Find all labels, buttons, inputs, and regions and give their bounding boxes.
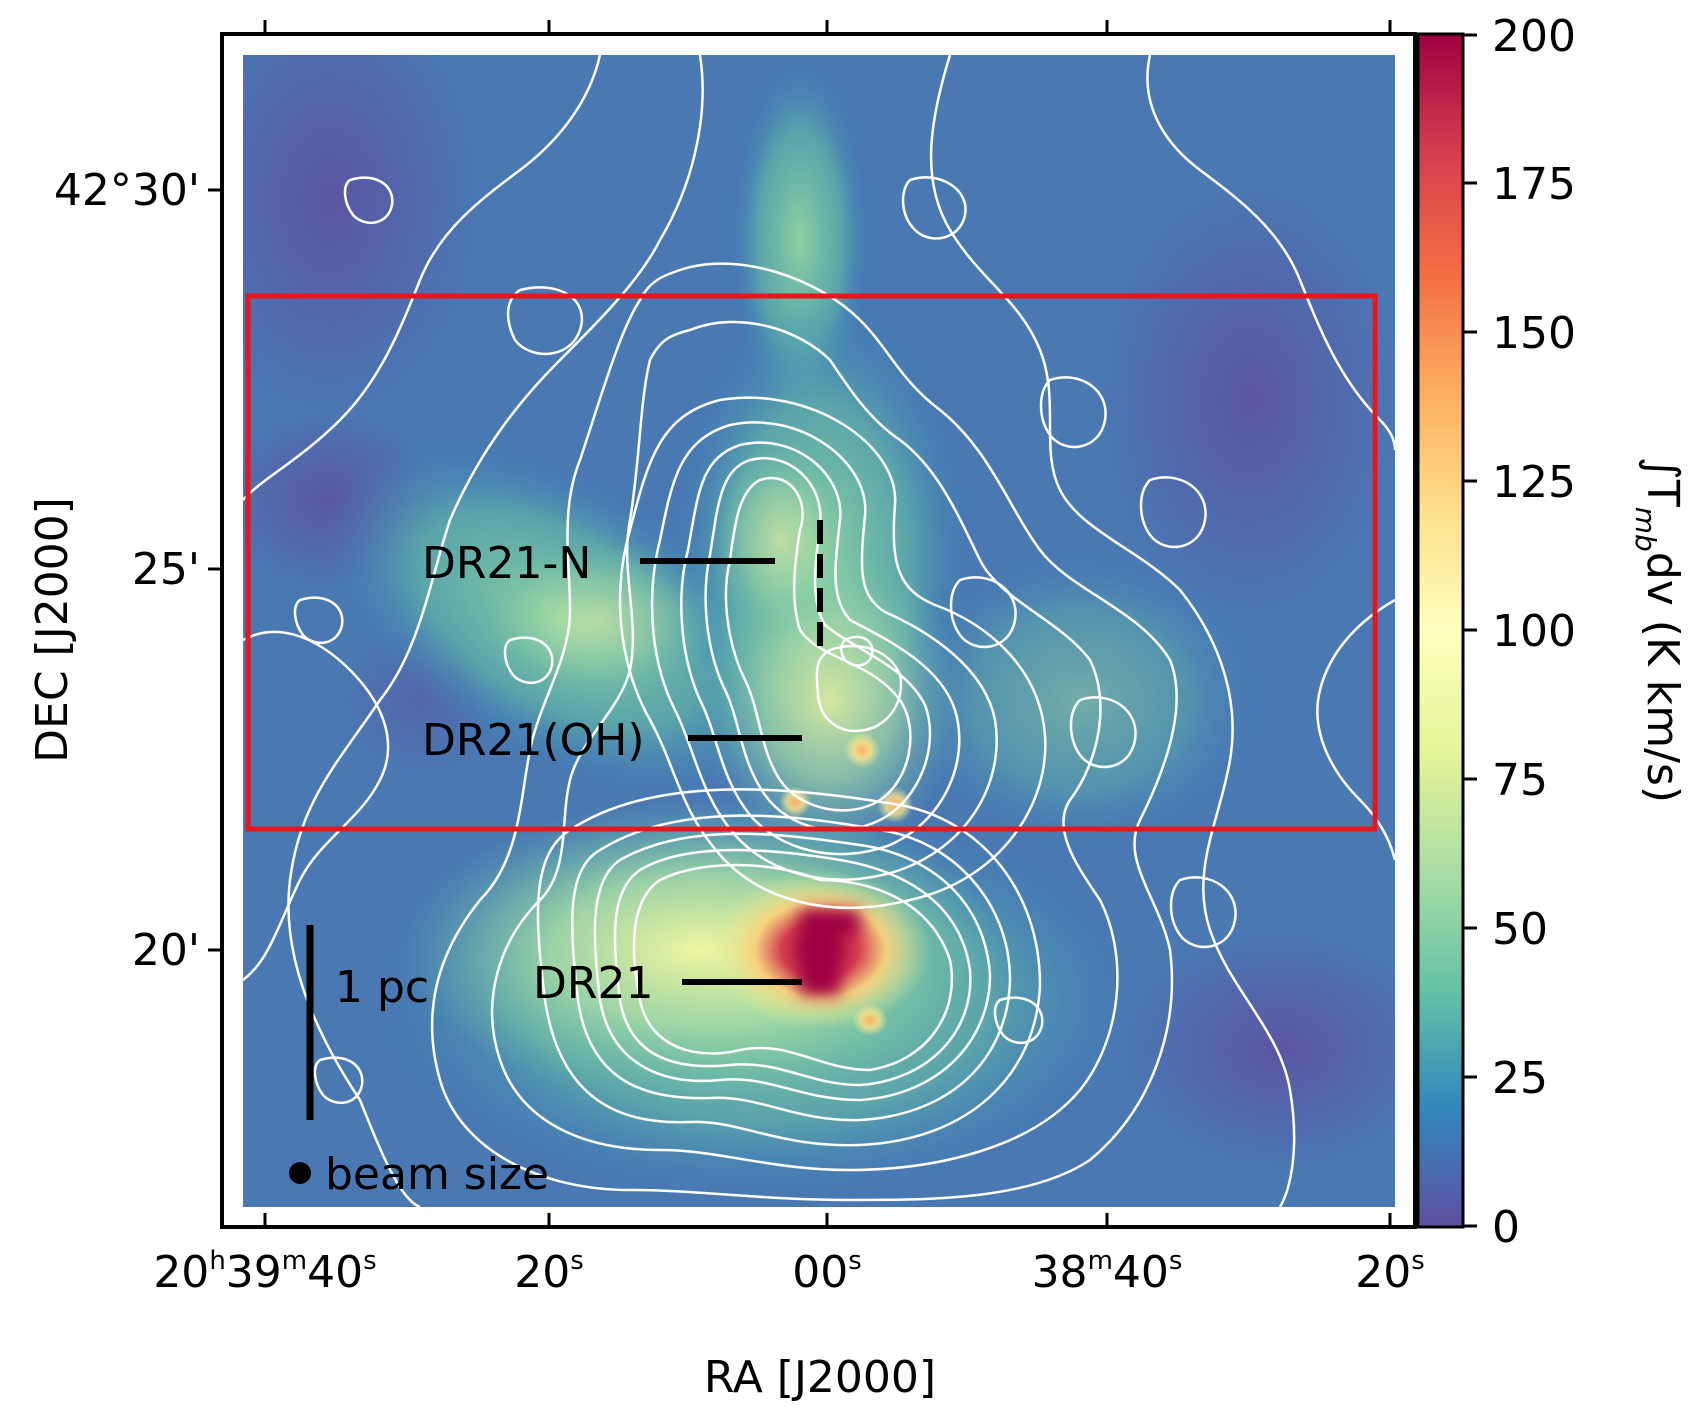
x-axis-ticks [263, 20, 1392, 1227]
y-tick-label-1: 42°30' [54, 165, 200, 216]
map-edge [219, 31, 1419, 1231]
beam-indicator: beam size [289, 1149, 549, 1200]
y-axis-ticks [208, 188, 222, 952]
svg-text:1 pc: 1 pc [335, 962, 429, 1013]
colorbar-tick-150: 150 [1492, 308, 1576, 359]
x-axis-title: RA [J2000] [704, 1352, 936, 1403]
colorbar-ticks [1463, 33, 1477, 1228]
intensity-map [243, 55, 1395, 1207]
svg-text:beam size: beam size [325, 1149, 549, 1200]
y-tick-label-3: 20' [132, 925, 200, 976]
region-box [245, 293, 1378, 832]
axes-frame [220, 32, 1417, 1229]
x-tick-label-4: 38m40s [1032, 1246, 1183, 1298]
colorbar-tick-175: 175 [1492, 159, 1576, 210]
annotation-dr21oh: DR21(OH) [422, 715, 802, 766]
x-tick-label-1: 20h39m40s [153, 1246, 376, 1298]
svg-text:DR21(OH): DR21(OH) [422, 715, 645, 766]
colorbar-tick-200: 200 [1492, 11, 1576, 62]
y-tick-label-2: 25' [132, 544, 200, 595]
y-axis-title: DEC [J2000] [27, 497, 78, 763]
colorbar-tick-50: 50 [1492, 904, 1548, 955]
colorbar-tick-100: 100 [1492, 606, 1576, 657]
beam-circle [289, 1162, 311, 1184]
scale-bar: 1 pc [306, 925, 429, 1120]
x-tick-label-5: 20s [1355, 1246, 1425, 1298]
colorbar-tick-125: 125 [1492, 457, 1576, 508]
annotation-dr21n: DR21-N [422, 520, 823, 650]
svg-text:DR21-N: DR21-N [422, 538, 591, 589]
x-tick-label-2: 20s [514, 1246, 584, 1298]
colorbar-tick-25: 25 [1492, 1053, 1548, 1104]
colorbar-tick-0: 0 [1492, 1202, 1520, 1253]
contours [243, 55, 1395, 1207]
x-tick-label-3: 00s [792, 1246, 862, 1298]
colorbar-title: ∫Tmbdv (K km/s) [1629, 457, 1688, 803]
colorbar-tick-75: 75 [1492, 755, 1548, 806]
svg-text:DR21: DR21 [533, 958, 653, 1009]
colorbar [1416, 32, 1465, 1229]
annotation-dr21: DR21 [533, 958, 802, 1009]
